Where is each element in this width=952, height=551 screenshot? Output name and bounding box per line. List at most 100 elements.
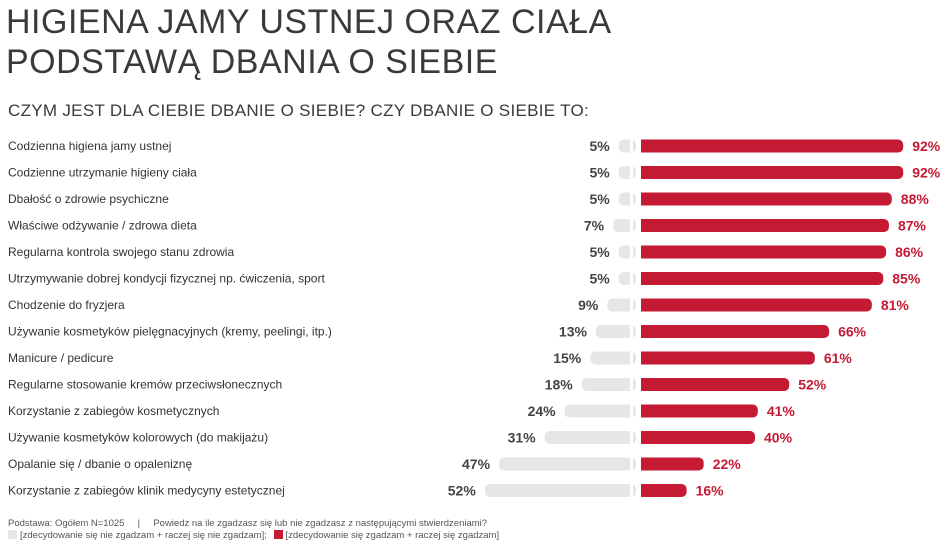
bar-agree [636,484,687,497]
footer-base: Podstawa: Ogółem N=1025 [8,518,125,529]
value-label-agree: 16% [696,483,725,499]
bar-agree [636,139,904,153]
bar-gap [630,351,633,365]
bar-gap [636,484,641,497]
value-label-agree: 92% [912,138,941,154]
bar-disagree [618,192,636,206]
value-label-disagree: 52% [448,483,477,499]
category-label: Używanie kosmetyków pielęgnacyjnych (kre… [8,325,332,339]
category-label: Chodzenie do fryzjera [8,298,125,312]
bar-disagree [581,378,636,391]
legend-swatch-agree [273,530,283,539]
bar-gap [636,219,641,232]
bar-disagree [618,139,636,153]
bar-agree [636,298,872,312]
bar-agree [636,192,892,206]
category-label: Regularna kontrola swojego stanu zdrowia [8,245,234,259]
value-label-disagree: 5% [590,271,611,287]
value-label-disagree: 18% [545,377,574,393]
bar-agree [636,351,815,365]
value-label-agree: 81% [881,297,910,313]
value-label-disagree: 9% [578,297,599,313]
bar-gap [636,431,641,444]
bar-gap [630,192,633,206]
category-label: Opalanie się / dbanie o opaleniznę [8,457,192,471]
legend-swatch-disagree [8,530,17,539]
bar-gap [636,192,641,206]
value-label-disagree: 15% [553,350,582,366]
category-label: Właściwe odżywanie / zdrowa dieta [8,219,197,233]
category-label: Utrzymywanie dobrej kondycji fizycznej n… [8,272,325,286]
value-label-agree: 66% [838,324,867,340]
category-label: Manicure / pedicure [8,351,114,365]
value-label-agree: 22% [713,456,742,472]
bar-gap [630,139,633,153]
legend: [zdecydowanie się nie zgadzam + raczej s… [8,530,499,541]
bar-agree [636,325,830,338]
legend-label-agree: [zdecydowanie się zgadzam + raczej się z… [285,530,500,541]
bar-agree [636,219,889,232]
value-label-disagree: 13% [559,324,588,340]
category-label: Korzystanie z zabiegów klinik medycyny e… [8,484,285,498]
bar-disagree [590,351,636,365]
bar-disagree [607,298,636,312]
value-label-disagree: 7% [584,218,605,234]
bar-gap [636,325,641,338]
title-line-2: PODSTAWĄ DBANIA O SIEBIE [6,43,498,81]
bar-agree [636,404,758,418]
bar-gap [636,457,641,471]
value-label-disagree: 24% [528,403,557,419]
bar-disagree [618,272,636,285]
bar-gap [630,245,633,259]
value-label-agree: 86% [895,244,924,260]
value-label-disagree: 5% [590,191,611,207]
value-label-agree: 88% [901,191,930,207]
bar-disagree [544,431,636,444]
bar-gap [636,245,641,259]
bar-disagree [618,166,636,179]
value-label-agree: 85% [892,271,921,287]
bar-agree [636,457,704,471]
bar-gap [630,298,633,312]
bar-gap [630,404,633,418]
bar-gap [636,404,641,418]
bar-gap [630,484,633,497]
bar-agree [636,272,884,285]
category-label: Korzystanie z zabiegów kosmetycznych [8,404,219,418]
bar-gap [630,378,633,391]
bar-gap [630,325,633,338]
category-label: Codzienne utrzymanie higieny ciała [8,166,197,180]
bar-disagree [618,245,636,259]
category-label: Codzienna higiena jamy ustnej [8,139,171,153]
legend-label-disagree: [zdecydowanie się nie zgadzam + raczej s… [20,530,267,541]
value-label-disagree: 5% [590,165,611,181]
value-label-agree: 92% [912,165,941,181]
bar-gap [630,166,633,179]
bar-agree [636,166,904,179]
bar-agree [636,431,755,444]
value-label-agree: 52% [798,377,827,393]
value-label-disagree: 47% [462,456,491,472]
bar-disagree [484,484,636,497]
bar-gap [636,298,641,312]
bar-gap [636,272,641,285]
bar-gap [630,431,633,444]
bar-disagree [564,404,636,418]
category-label: Używanie kosmetyków kolorowych (do makij… [8,431,268,445]
value-label-disagree: 5% [590,244,611,260]
bar-gap [636,351,641,365]
bar-disagree [595,325,636,338]
category-label: Regularne stosowanie kremów przeciwsłone… [8,378,282,392]
bar-gap [636,378,641,391]
bar-disagree [499,457,636,471]
bar-agree [636,378,790,391]
bar-gap [630,272,633,285]
value-label-disagree: 31% [508,430,537,446]
value-label-disagree: 5% [590,138,611,154]
footer-separator: | [137,518,141,529]
footer-line-1: Podstawa: Ogółem N=1025 | Powiedz na ile… [8,518,487,529]
value-label-agree: 61% [824,350,853,366]
bar-gap [630,457,633,471]
footer-question: Powiedz na ile zgadzasz się lub nie zgad… [153,518,488,529]
